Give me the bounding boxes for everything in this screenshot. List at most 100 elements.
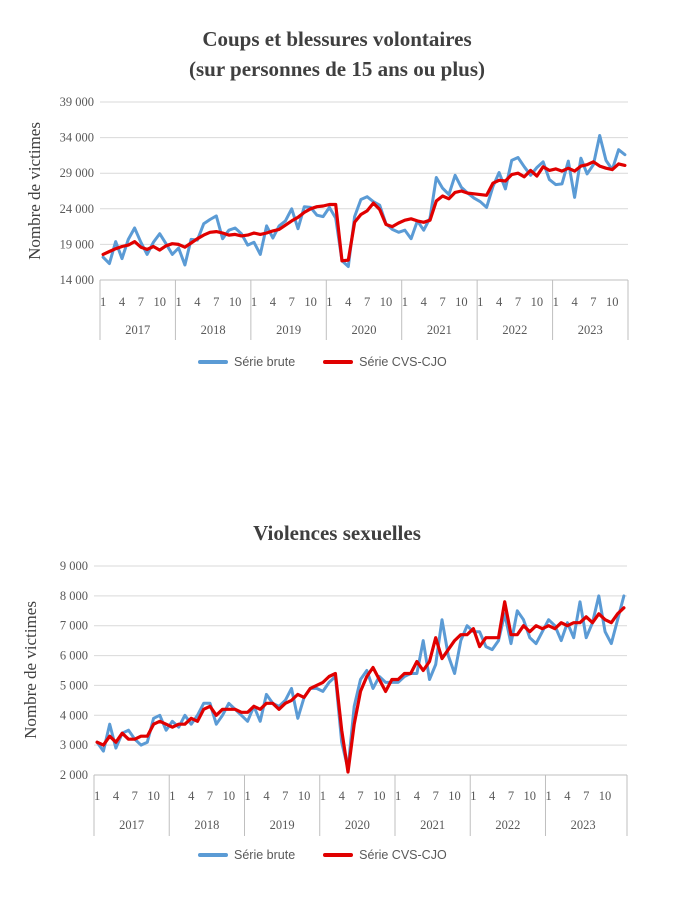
x-tick-label: 7 bbox=[357, 789, 363, 803]
x-tick-label: 4 bbox=[489, 789, 496, 803]
legend-label-cvs: Série CVS-CJO bbox=[359, 355, 447, 369]
chart-1-legend: Série brute Série CVS-CJO bbox=[198, 355, 447, 369]
year-label: 2018 bbox=[194, 818, 219, 832]
x-tick-label: 7 bbox=[138, 295, 144, 309]
x-tick-label: 4 bbox=[119, 295, 126, 309]
x-tick-label: 4 bbox=[113, 789, 120, 803]
chart-1-plot: 14 000 19 000 24 000 29 000 34 000 39 000 Nomb… bbox=[25, 95, 629, 340]
chart-2-plot: 2 000 3 000 4 000 5 000 6 000 7 000 8 000 9 000… bbox=[21, 559, 628, 836]
x-tick-label: 4 bbox=[194, 295, 201, 309]
year-label: 2023 bbox=[571, 818, 596, 832]
x-tick-label: 10 bbox=[153, 295, 166, 309]
x-tick-label: 10 bbox=[373, 789, 386, 803]
chart-1-title-line-2: (sur personnes de 15 ans ou plus) bbox=[188, 57, 486, 81]
x-tick-label: 4 bbox=[263, 789, 270, 803]
x-tick-label: 10 bbox=[298, 789, 311, 803]
x-tick-label: 7 bbox=[213, 295, 219, 309]
legend-swatch-cvs bbox=[323, 360, 354, 364]
year-label: 2018 bbox=[201, 323, 226, 337]
year-label: 2023 bbox=[578, 323, 603, 337]
x-tick-label: 4 bbox=[270, 295, 277, 309]
y-tick-label: 7 000 bbox=[60, 619, 88, 633]
legend-label-brute: Série brute bbox=[234, 848, 296, 862]
x-tick-label: 10 bbox=[229, 295, 242, 309]
x-tick-label: 4 bbox=[421, 295, 428, 309]
chart-2-legend-brute: Série brute bbox=[198, 848, 295, 862]
x-tick-label: 7 bbox=[590, 295, 596, 309]
chart-2-title: Violences sexuelles bbox=[253, 521, 421, 545]
series-line-cvs bbox=[95, 600, 626, 774]
x-tick-label: 1 bbox=[395, 789, 401, 803]
x-tick-label: 1 bbox=[94, 789, 100, 803]
year-label: 2020 bbox=[345, 818, 370, 832]
year-label: 2019 bbox=[276, 323, 301, 337]
y-tick-label: 39 000 bbox=[60, 95, 94, 109]
x-tick-label: 1 bbox=[251, 295, 257, 309]
x-tick-label: 7 bbox=[439, 295, 445, 309]
chart-2-legend: Série brute Série CVS-CJO bbox=[198, 848, 447, 862]
y-tick-label: 6 000 bbox=[60, 649, 88, 663]
y-axis-label: Nombre de victimes bbox=[21, 601, 40, 739]
chart-1-legend-cvs: Série CVS-CJO bbox=[323, 355, 447, 369]
x-tick-label: 1 bbox=[545, 789, 551, 803]
x-tick-label: 4 bbox=[188, 789, 195, 803]
year-label: 2019 bbox=[270, 818, 295, 832]
y-tick-label: 8 000 bbox=[60, 589, 88, 603]
x-tick-label: 1 bbox=[169, 789, 175, 803]
x-tick-label: 10 bbox=[147, 789, 160, 803]
x-tick-label: 4 bbox=[571, 295, 578, 309]
x-tick-label: 10 bbox=[531, 295, 544, 309]
series-line-cvs bbox=[101, 160, 627, 263]
legend-swatch-brute bbox=[198, 360, 228, 364]
x-tick-label: 7 bbox=[132, 789, 138, 803]
chart-coups-blessures: Coups et blessures volontaires (sur pers… bbox=[0, 0, 674, 420]
legend-swatch-brute bbox=[198, 853, 228, 857]
y-tick-label: 14 000 bbox=[60, 273, 94, 287]
x-tick-label: 4 bbox=[345, 295, 352, 309]
x-tick-label: 4 bbox=[496, 295, 503, 309]
legend-label-brute: Série brute bbox=[234, 355, 296, 369]
x-tick-label: 10 bbox=[223, 789, 236, 803]
x-tick-label: 10 bbox=[304, 295, 317, 309]
y-tick-label: 29 000 bbox=[60, 166, 94, 180]
year-label: 2020 bbox=[352, 323, 377, 337]
y-tick-label: 4 000 bbox=[60, 708, 88, 722]
y-axis-label: Nombre de victimes bbox=[25, 122, 44, 260]
x-tick-label: 1 bbox=[477, 295, 483, 309]
x-tick-label: 1 bbox=[320, 789, 326, 803]
x-tick-label: 7 bbox=[364, 295, 370, 309]
y-tick-label: 5 000 bbox=[60, 678, 88, 692]
x-tick-label: 7 bbox=[207, 789, 213, 803]
x-tick-label: 10 bbox=[380, 295, 393, 309]
x-tick-label: 10 bbox=[524, 789, 537, 803]
legend-swatch-cvs bbox=[323, 853, 354, 857]
x-tick-label: 7 bbox=[583, 789, 589, 803]
year-label: 2017 bbox=[125, 323, 150, 337]
x-tick-label: 1 bbox=[402, 295, 408, 309]
y-tick-label: 34 000 bbox=[60, 131, 94, 145]
chart-2-legend-cvs: Série CVS-CJO bbox=[323, 848, 447, 862]
year-label: 2021 bbox=[427, 323, 452, 337]
x-tick-label: 7 bbox=[282, 789, 288, 803]
chart-1-title-line-1: Coups et blessures volontaires bbox=[202, 27, 472, 51]
x-tick-label: 10 bbox=[455, 295, 468, 309]
x-tick-label: 1 bbox=[326, 295, 332, 309]
x-tick-label: 1 bbox=[175, 295, 181, 309]
x-tick-label: 10 bbox=[599, 789, 612, 803]
year-label: 2017 bbox=[119, 818, 144, 832]
x-tick-label: 1 bbox=[100, 295, 106, 309]
legend-label-cvs: Série CVS-CJO bbox=[359, 848, 447, 862]
x-tick-label: 1 bbox=[470, 789, 476, 803]
year-label: 2021 bbox=[420, 818, 445, 832]
x-tick-label: 10 bbox=[606, 295, 619, 309]
x-tick-label: 7 bbox=[508, 789, 514, 803]
chart-violences-sexuelles: Violences sexuelles 2 000 3 000 4 000 5 000… bbox=[0, 470, 674, 900]
year-label: 2022 bbox=[502, 323, 527, 337]
y-tick-label: 9 000 bbox=[60, 559, 88, 573]
x-tick-label: 4 bbox=[339, 789, 346, 803]
x-tick-label: 7 bbox=[289, 295, 295, 309]
y-tick-label: 19 000 bbox=[60, 237, 94, 251]
x-tick-label: 4 bbox=[414, 789, 421, 803]
x-tick-label: 4 bbox=[564, 789, 571, 803]
y-tick-label: 24 000 bbox=[60, 202, 94, 216]
